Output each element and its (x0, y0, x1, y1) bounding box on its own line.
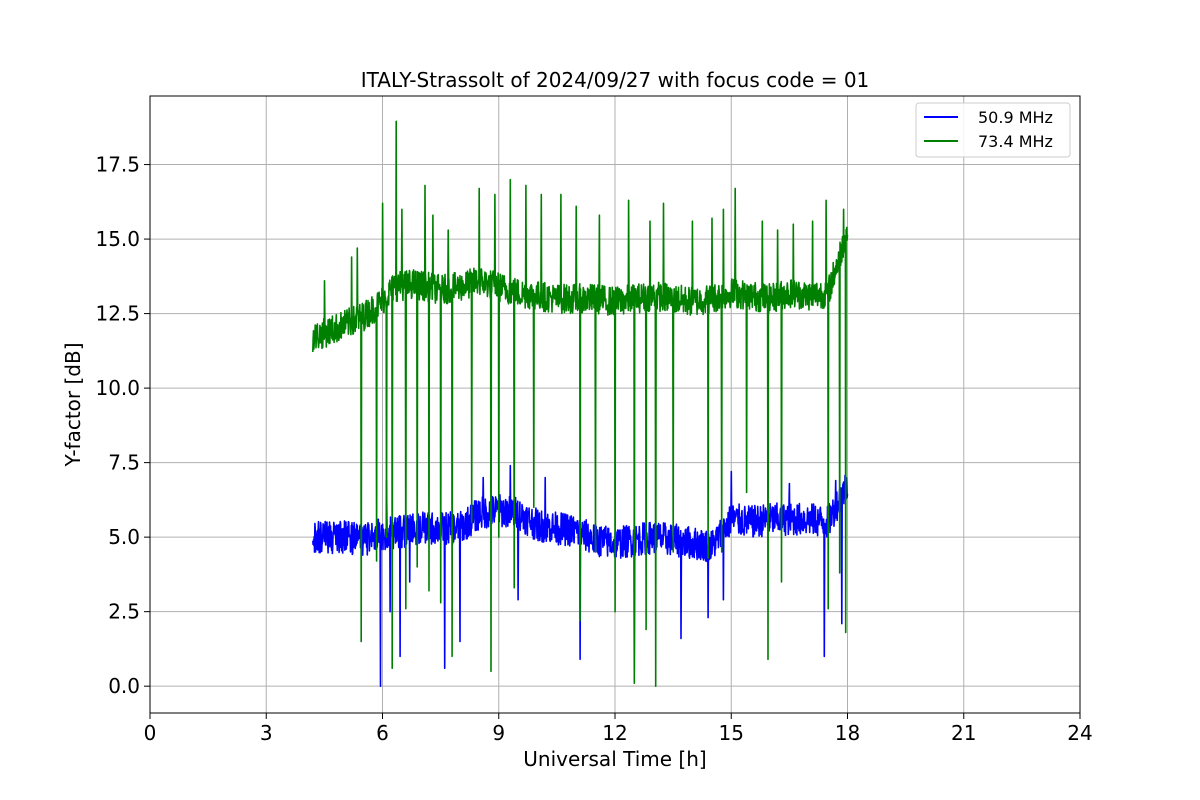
y-tick-label: 15.0 (95, 227, 140, 251)
y-tick-label: 17.5 (95, 153, 140, 177)
legend-label: 50.9 MHz (978, 108, 1053, 127)
y-tick-label: 2.5 (108, 600, 140, 624)
x-tick-label: 9 (492, 721, 505, 745)
x-tick-label: 15 (719, 721, 744, 745)
legend-label: 73.4 MHz (978, 132, 1053, 151)
series-line-2 (312, 120, 849, 687)
y-tick-label: 5.0 (108, 525, 140, 549)
series-layer (312, 120, 849, 687)
y-axis-title: Y-factor [dB] (61, 342, 85, 467)
y-tick-label: 10.0 (95, 376, 140, 400)
x-tick-label: 24 (1067, 721, 1092, 745)
y-tick-label: 7.5 (108, 451, 140, 475)
ticks: 0 3 6 9 12 15 18 21 24 0.0 2.5 5.0 7.5 10.0 12.5 15.0 17… (95, 153, 1092, 745)
x-tick-label: 21 (951, 721, 976, 745)
legend: 50.9 MHz 73.4 MHz (915, 102, 1071, 158)
x-tick-label: 3 (260, 721, 273, 745)
chart-title: ITALY-Strassolt of 2024/09/27 with focus… (361, 68, 870, 92)
x-tick-label: 12 (602, 721, 627, 745)
x-tick-label: 6 (376, 721, 389, 745)
series-line-1 (312, 464, 849, 687)
x-tick-label: 0 (144, 721, 157, 745)
y-tick-label: 12.5 (95, 302, 140, 326)
x-tick-label: 18 (835, 721, 860, 745)
y-tick-label: 0.0 (108, 674, 140, 698)
x-axis-title: Universal Time [h] (523, 747, 706, 771)
